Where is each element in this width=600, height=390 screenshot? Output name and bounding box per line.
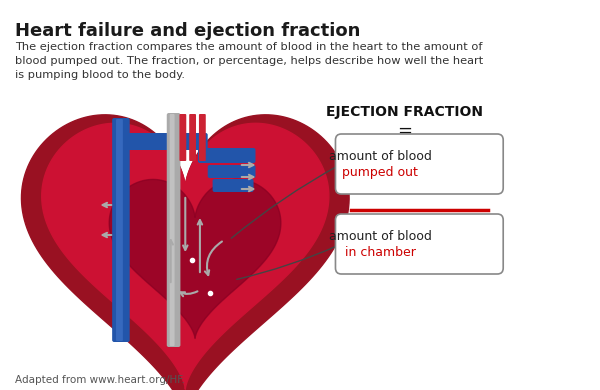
FancyBboxPatch shape bbox=[335, 214, 503, 274]
FancyBboxPatch shape bbox=[198, 148, 256, 163]
Text: =: = bbox=[397, 122, 412, 140]
Text: Heart failure and ejection fraction: Heart failure and ejection fraction bbox=[14, 22, 360, 40]
Text: in chamber: in chamber bbox=[345, 246, 416, 259]
Polygon shape bbox=[109, 179, 281, 339]
Polygon shape bbox=[42, 123, 329, 389]
FancyBboxPatch shape bbox=[126, 133, 208, 150]
FancyBboxPatch shape bbox=[179, 114, 186, 161]
FancyBboxPatch shape bbox=[167, 113, 181, 347]
Text: EJECTION FRACTION: EJECTION FRACTION bbox=[326, 105, 483, 119]
Polygon shape bbox=[22, 115, 349, 390]
Text: amount of blood: amount of blood bbox=[329, 230, 432, 243]
FancyBboxPatch shape bbox=[199, 114, 206, 161]
FancyBboxPatch shape bbox=[189, 114, 196, 161]
FancyBboxPatch shape bbox=[170, 114, 175, 346]
FancyBboxPatch shape bbox=[212, 179, 254, 192]
Text: Adapted from www.heart.org/HF.: Adapted from www.heart.org/HF. bbox=[14, 375, 185, 385]
FancyBboxPatch shape bbox=[208, 165, 256, 178]
FancyBboxPatch shape bbox=[335, 134, 503, 194]
FancyBboxPatch shape bbox=[112, 118, 130, 342]
Text: amount of blood: amount of blood bbox=[329, 150, 432, 163]
Text: pumped out: pumped out bbox=[343, 166, 418, 179]
Text: The ejection fraction compares the amount of blood in the heart to the amount of: The ejection fraction compares the amoun… bbox=[14, 42, 483, 80]
FancyBboxPatch shape bbox=[116, 119, 123, 341]
